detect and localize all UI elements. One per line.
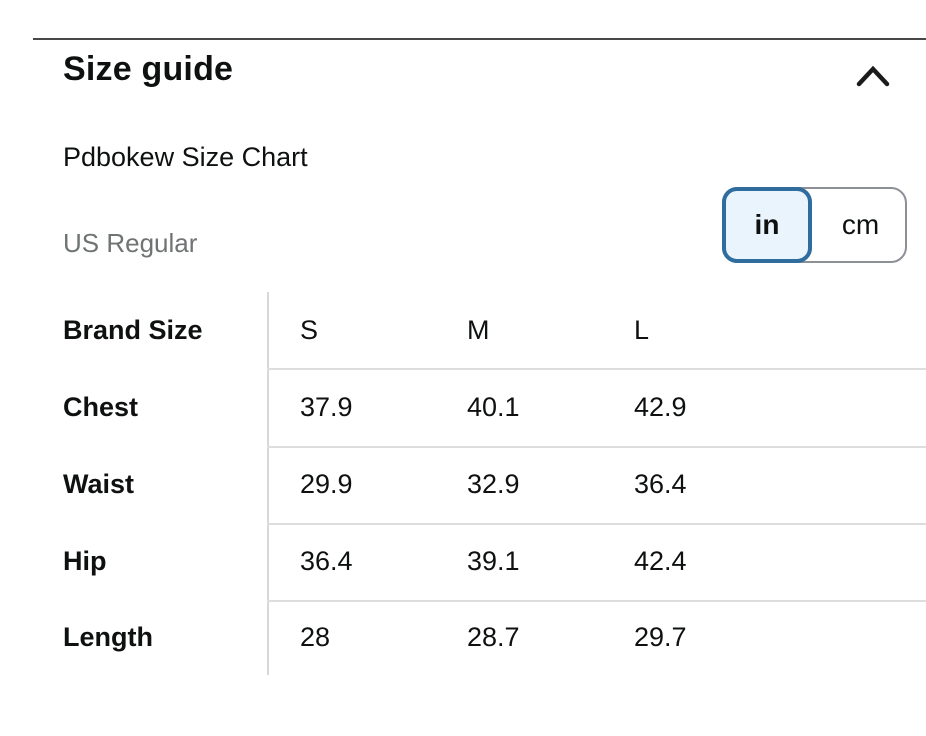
page-title: Size guide bbox=[63, 50, 234, 88]
cell-value: 29.9 bbox=[300, 469, 353, 499]
table-header-row: Brand Size S M L bbox=[0, 292, 926, 368]
cell-value: 28.7 bbox=[467, 622, 520, 652]
row-label: Length bbox=[63, 622, 153, 652]
cell-value: 42.9 bbox=[634, 391, 687, 422]
cell-value: 36.4 bbox=[634, 469, 687, 499]
row-label: Waist bbox=[63, 469, 135, 499]
cell-value: 29.7 bbox=[634, 622, 687, 652]
row-label: Hip bbox=[63, 546, 107, 576]
cell-value: 37.9 bbox=[300, 391, 353, 422]
cell-value: 40.1 bbox=[467, 391, 520, 422]
size-chart-table: Brand Size S M L Chest 37.9 40.1 42.9 Wa… bbox=[0, 292, 926, 675]
cell-value: 36.4 bbox=[300, 546, 353, 576]
column-header-m: M bbox=[467, 314, 490, 345]
column-header-l: L bbox=[634, 314, 650, 345]
table-row-divider bbox=[267, 446, 926, 448]
collapse-section-button[interactable] bbox=[850, 56, 896, 96]
fit-type-label: US Regular bbox=[63, 228, 198, 258]
table-row-length: Length 28 28.7 29.7 bbox=[0, 600, 926, 675]
unit-toggle: cm in bbox=[722, 187, 907, 263]
table-row-divider bbox=[267, 368, 926, 370]
unit-option-cm[interactable]: cm bbox=[816, 189, 905, 261]
chevron-up-icon bbox=[853, 62, 893, 90]
table-vertical-divider bbox=[267, 292, 269, 675]
row-label: Chest bbox=[63, 391, 139, 422]
column-header-s: S bbox=[300, 314, 319, 345]
table-row-chest: Chest 37.9 40.1 42.9 bbox=[0, 368, 926, 446]
table-row-divider bbox=[267, 523, 926, 525]
table-row-hip: Hip 36.4 39.1 42.4 bbox=[0, 523, 926, 600]
panel-top-divider bbox=[33, 38, 926, 40]
cell-value: 39.1 bbox=[467, 546, 520, 576]
size-chart-title: Pdbokew Size Chart bbox=[63, 142, 308, 172]
cell-value: 28 bbox=[300, 622, 331, 652]
table-row-waist: Waist 29.9 32.9 36.4 bbox=[0, 446, 926, 523]
table-header-label: Brand Size bbox=[63, 314, 203, 345]
cell-value: 32.9 bbox=[467, 469, 520, 499]
table-row-divider bbox=[267, 600, 926, 602]
unit-option-in-selected[interactable]: in bbox=[722, 187, 812, 263]
cell-value: 42.4 bbox=[634, 546, 687, 576]
